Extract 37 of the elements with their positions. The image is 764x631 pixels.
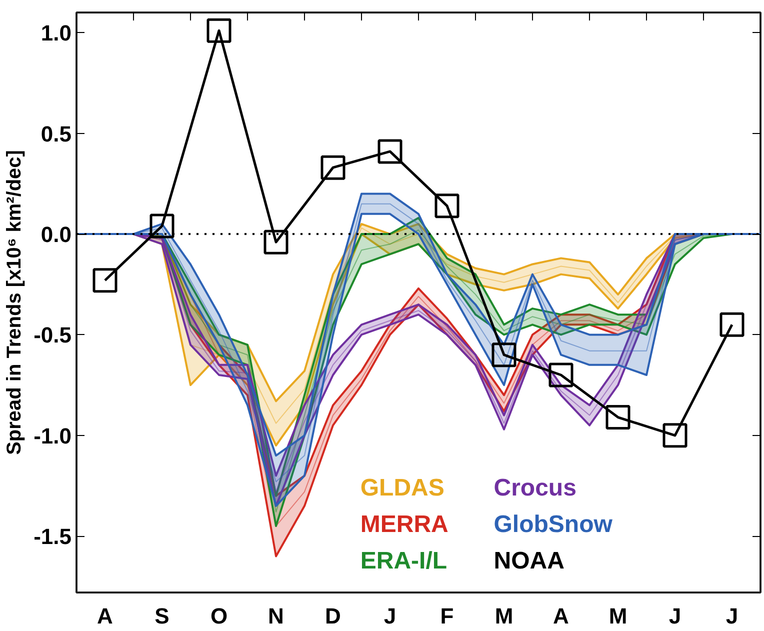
x-tick-label: F xyxy=(440,604,454,628)
point xyxy=(492,342,516,368)
y-tick-label: -0.5 xyxy=(34,322,72,348)
text: NOAA xyxy=(494,548,564,575)
y-tick-label: -1.0 xyxy=(34,423,72,448)
x-tick-label: J xyxy=(668,604,682,628)
x-tick-label: N xyxy=(268,604,284,628)
point xyxy=(720,312,744,337)
point xyxy=(264,230,288,254)
point xyxy=(150,214,174,238)
point xyxy=(206,18,232,43)
text: GlobSnow xyxy=(494,511,613,538)
text: GLDAS xyxy=(360,474,444,502)
y-tick-label: 0.0 xyxy=(40,222,72,248)
y-tick-label: 0.5 xyxy=(40,121,72,146)
text: Crocus xyxy=(494,474,576,502)
point xyxy=(320,155,346,180)
text: ERA-I/L xyxy=(360,548,448,575)
x-tick-label: M xyxy=(608,604,628,628)
x-tick-label: M xyxy=(494,604,514,628)
point xyxy=(378,139,402,164)
x-tick-label: J xyxy=(384,604,396,628)
x-tick-label: A xyxy=(97,604,114,628)
x-tick-label: A xyxy=(553,604,570,628)
y-axis-title: Spread in Trends [x10⁶ km²/dec] xyxy=(4,150,26,455)
point xyxy=(548,362,574,388)
x-tick-label: D xyxy=(325,604,341,628)
point xyxy=(434,194,460,218)
x-tick-label: J xyxy=(726,604,738,628)
text: MERRA xyxy=(360,511,448,538)
point xyxy=(662,423,688,448)
point xyxy=(606,405,630,430)
point xyxy=(92,268,118,293)
x-tick-label: S xyxy=(154,604,170,628)
y-tick-label: -1.5 xyxy=(34,524,72,550)
x-tick-label: O xyxy=(210,604,228,628)
y-tick-label: 1.0 xyxy=(40,20,72,46)
